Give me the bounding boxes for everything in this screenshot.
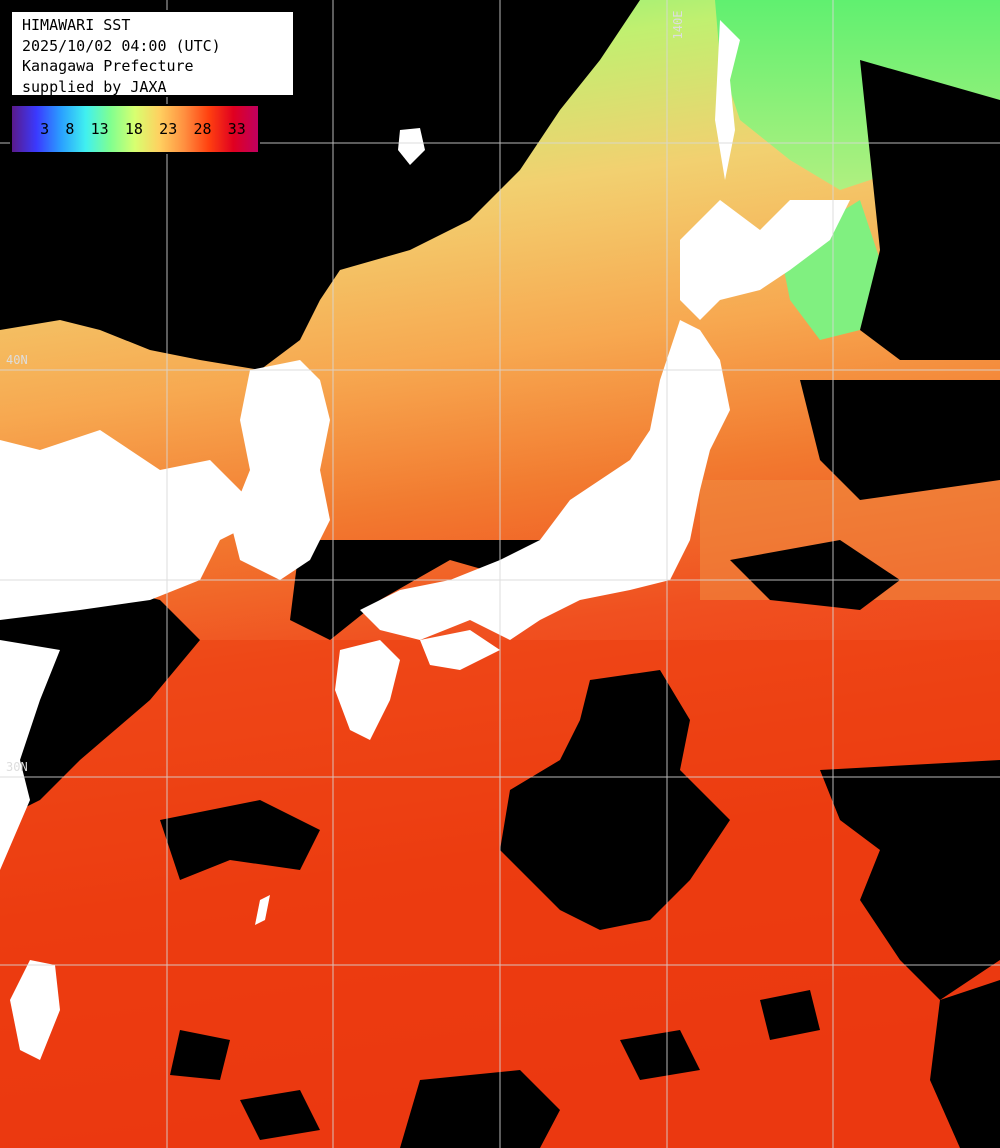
land-sakhalin	[715, 20, 740, 180]
land-china-coast	[0, 640, 60, 870]
cloud-east-north	[860, 60, 1000, 360]
cloud-mid-west	[160, 800, 320, 880]
cloud-south-west	[170, 1030, 230, 1080]
land-taiwan	[10, 960, 60, 1060]
colorbar-tick: 8	[65, 120, 75, 138]
data-credit: supplied by JAXA	[22, 77, 167, 96]
cloud-south-east	[930, 980, 1000, 1148]
land-small-island	[398, 128, 425, 165]
cloud-center-south	[500, 670, 730, 930]
cloud-east-mid	[800, 380, 1000, 500]
colorbar-tick: 23	[159, 120, 178, 138]
cloud-south-center	[400, 1070, 560, 1148]
land-korea	[230, 360, 330, 580]
colorbar-tick: 13	[90, 120, 109, 138]
longitude-label-140e: 140E	[671, 10, 685, 40]
land-kyushu	[335, 640, 400, 740]
colorbar-tick: 28	[193, 120, 212, 138]
colorbar-tick: 33	[227, 120, 246, 138]
temperature-colorbar: 3 8 13 18 23 28 33	[10, 104, 260, 154]
latitude-label-30n: 30N	[6, 760, 28, 774]
colorbar-tick: 3	[40, 120, 50, 138]
cloud-west	[0, 560, 200, 820]
map-title: HIMAWARI SST	[22, 16, 131, 34]
cloud-spots	[240, 990, 820, 1140]
colorbar-tick: 18	[124, 120, 143, 138]
region-name: Kanagawa Prefecture	[22, 57, 194, 75]
land-asia-mainland	[0, 430, 260, 620]
land-shikoku	[420, 630, 500, 670]
land-hokkaido	[680, 200, 850, 320]
latitude-label-40n: 40N	[6, 353, 28, 367]
cloud-east-south	[820, 760, 1000, 1000]
info-box: HIMAWARI SST 2025/10/02 04:00 (UTC) Kana…	[10, 10, 295, 97]
land-honshu	[360, 320, 730, 640]
cloud-east-band	[730, 540, 900, 610]
observation-datetime: 2025/10/02 04:00 (UTC)	[22, 36, 221, 55]
land-okinawa	[255, 895, 270, 925]
